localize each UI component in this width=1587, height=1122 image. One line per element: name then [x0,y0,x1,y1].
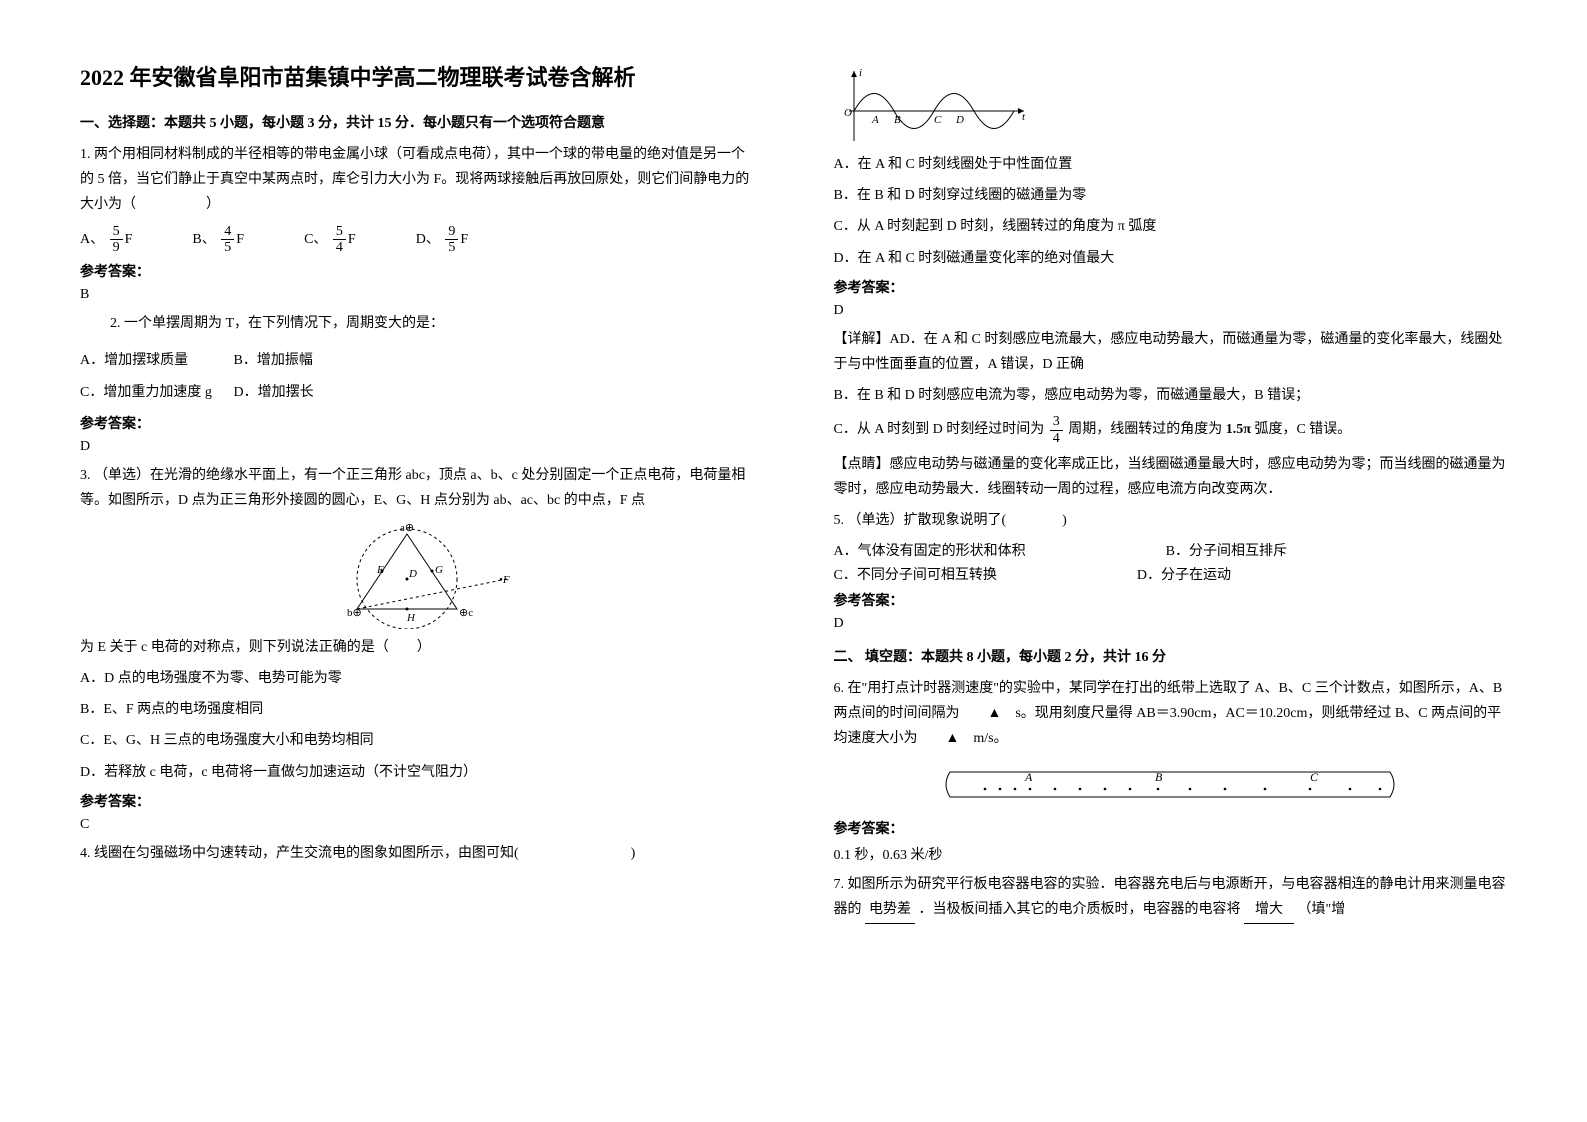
q4-optA: A．在 A 和 C 时刻线圈处于中性面位置 [834,152,1508,177]
q5-opts-row1: A．气体没有固定的形状和体积 B．分子间相互排斥 [834,540,1508,560]
svg-text:C: C [934,114,942,126]
section1-heading: 一、选择题：本题共 5 小题，每小题 3 分，共计 15 分．每小题只有一个选项… [80,112,754,132]
q5-optB: B．分子间相互排斥 [1166,540,1287,560]
q2-stem: 2. 一个单摆周期为 T，在下列情况下，周期变大的是： [110,311,754,336]
sine-wave-diagram: O i t A B C D [834,66,1034,146]
svg-text:t: t [1022,111,1026,123]
q5-optC: C．不同分子间可相互转换 [834,564,997,584]
svg-text:a⊕: a⊕ [400,522,414,534]
tape-diagram: A B C [930,757,1410,812]
q7: 7. 如图所示为研究平行板电容器电容的实验．电容器充电后与电源断开，与电容器相连… [834,872,1508,923]
svg-text:A: A [1024,770,1033,784]
q5-stem: 5. （单选）扩散现象说明了( ) [834,508,1508,533]
q5-opts-row2: C．不同分子间可相互转换 D．分子在运动 [834,564,1508,584]
svg-text:D: D [408,568,417,580]
q3-answer-label: 参考答案： [80,791,754,811]
svg-text:G: G [435,564,443,576]
q2-optB: B．增加振幅 [234,353,313,368]
svg-text:•F: •F [499,574,510,586]
q2-optD: D．增加摆长 [234,385,314,400]
exam-title: 2022 年安徽省阜阳市苗集镇中学高二物理联考试卷含解析 [80,60,754,92]
left-column: 2022 年安徽省阜阳市苗集镇中学高二物理联考试卷含解析 一、选择题：本题共 5… [80,60,774,1062]
q4-answer: D [834,303,1508,319]
q1-optD: D、 95F [416,224,468,256]
q3-figure: a⊕ b⊕ ⊕c D E G H •F [80,519,754,629]
q7-blank2: 增大 [1244,897,1294,923]
q1-stem: 1. 两个用相同材料制成的半径相等的带电金属小球（可看成点电荷），其中一个球的带… [80,142,754,218]
svg-text:C: C [1310,770,1319,784]
q2-answer: D [80,439,754,455]
q2-opts-row2: C．增加重力加速度 g D．增加摆长 [80,381,754,401]
svg-text:A: A [871,114,879,126]
q6-answer: 0.1 秒，0.63 米/秒 [834,844,1508,864]
q1-optC: C、 54F [304,224,356,256]
q3-stem2: 为 E 关于 c 电荷的对称点，则下列说法正确的是（ ） [80,635,754,660]
svg-text:D: D [955,114,964,126]
q5-answer-label: 参考答案： [834,590,1508,610]
q2-optA: A．增加摆球质量 [80,349,230,369]
right-column: O i t A B C D A．在 A 和 C 时刻线圈处于中性面位置 B．在 … [814,60,1508,1062]
q5-optD: D．分子在运动 [1137,564,1231,584]
q3-optA: A．D 点的电场强度不为零、电势可能为零 [80,666,754,691]
q2-optC: C．增加重力加速度 g [80,381,230,401]
q1-answer: B [80,287,754,303]
q6-answer-label: 参考答案： [834,818,1508,838]
q4-detail2: B．在 B 和 D 时刻感应电流为零，感应电动势为零，而磁通量最大，B 错误； [834,383,1508,408]
svg-text:B: B [1155,770,1163,784]
q3-optB: B．E、F 两点的电场强度相同 [80,697,754,722]
q3-optD: D．若释放 c 电荷，c 电荷将一直做匀加速运动（不计空气阻力） [80,760,754,785]
q1-answer-label: 参考答案： [80,261,754,281]
q5-answer: D [834,616,1508,632]
q3-optC: C．E、G、H 三点的电场强度大小和电势均相同 [80,728,754,753]
q4-answer-label: 参考答案： [834,277,1508,297]
svg-text:i: i [859,67,862,79]
q1-optB: B、 45F [192,224,244,256]
q7-stem2: ．当极板间插入其它的电介质板时，电容器的电容将 [919,902,1241,917]
q6-stem: 6. 在"用打点计时器测速度"的实验中，某同学在打出的纸带上选取了 A、B、C … [834,676,1508,752]
q7-stem3: （填"增 [1298,902,1346,917]
svg-text:⊕c: ⊕c [459,607,473,619]
svg-text:H: H [406,612,416,624]
q3-answer: C [80,817,754,833]
q5-optA: A．气体没有固定的形状和体积 [834,540,1026,560]
svg-text:b⊕: b⊕ [347,607,362,619]
q1-optA: A、 59F [80,224,132,256]
q4-optD: D．在 A 和 C 时刻磁通量变化率的绝对值最大 [834,246,1508,271]
q1-options: A、 59F B、 45F C、 54F D、 95F [80,224,754,256]
triangle-diagram: a⊕ b⊕ ⊕c D E G H •F [317,519,517,629]
q2-answer-label: 参考答案： [80,413,754,433]
q6-figure: A B C [834,757,1508,812]
q4-optB: B．在 B 和 D 时刻穿过线圈的磁通量为零 [834,183,1508,208]
svg-text:B: B [894,114,901,126]
svg-text:O: O [844,107,852,119]
q3-stem1: 3. （单选）在光滑的绝缘水平面上，有一个正三角形 abc，顶点 a、b、c 处… [80,463,754,513]
q4-detail3: C．从 A 时刻到 D 时刻经过时间为 34 周期，线圈转过的角度为 1.5π … [834,414,1508,446]
q4-figure: O i t A B C D [834,66,1508,146]
q2-opts-row1: A．增加摆球质量 B．增加振幅 [80,349,754,369]
q4-optC: C．从 A 时刻起到 D 时刻，线圈转过的角度为 π 弧度 [834,214,1508,239]
q4-detail1: 【详解】AD．在 A 和 C 时刻感应电流最大，感应电动势最大，而磁通量为零，磁… [834,327,1508,377]
q4-hint: 【点睛】感应电动势与磁通量的变化率成正比，当线圈磁通量最大时，感应电动势为零；而… [834,452,1508,502]
q4-stem: 4. 线圈在匀强磁场中匀速转动，产生交流电的图象如图所示，由图可知( ) [80,841,754,866]
section2-heading: 二、 填空题：本题共 8 小题，每小题 2 分，共计 16 分 [834,646,1508,666]
q7-blank1: 电势差 [865,897,915,923]
